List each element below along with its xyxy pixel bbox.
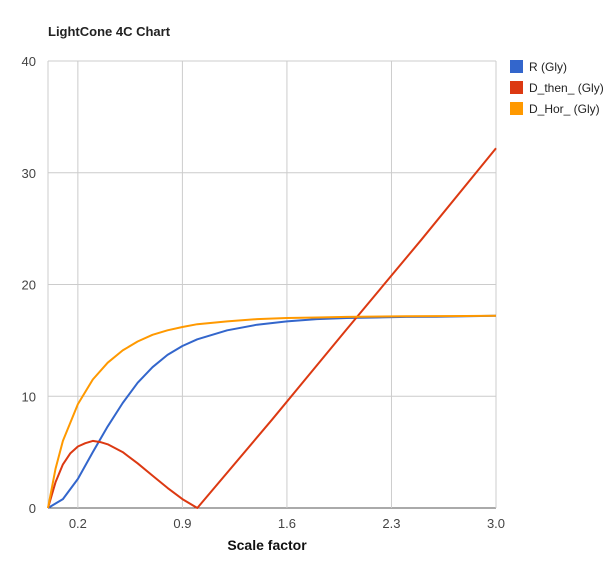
y-tick-label: 40: [22, 54, 36, 69]
y-tick-label: 10: [22, 389, 36, 404]
legend-swatch: [510, 102, 523, 115]
series-line-1: [47, 314, 497, 509]
x-tick-label: 3.0: [487, 516, 505, 531]
legend-label: D_Hor_ (Gly): [529, 102, 600, 116]
series-line-2: [47, 147, 497, 509]
y-tick-label: 20: [22, 278, 36, 293]
x-tick-label: 0.2: [69, 516, 87, 531]
y-tick-label: 30: [22, 166, 36, 181]
legend-label: R (Gly): [529, 60, 567, 74]
series-lines: [47, 147, 497, 509]
legend-label: D_then_ (Gly): [529, 81, 604, 95]
series-line-3: [47, 314, 497, 509]
x-axis-label: Scale factor: [227, 537, 307, 553]
legend: R (Gly) D_then_ (Gly) D_Hor_ (Gly): [510, 60, 604, 116]
y-tick-label: 0: [29, 501, 36, 516]
x-tick-label: 0.9: [173, 516, 191, 531]
legend-swatch: [510, 81, 523, 94]
x-axis-ticks: 0.2 0.9 1.6 2.3 3.0: [69, 516, 505, 531]
grid-lines: [47, 60, 497, 509]
legend-swatch: [510, 60, 523, 73]
x-tick-label: 1.6: [278, 516, 296, 531]
x-tick-label: 2.3: [382, 516, 400, 531]
chart-title: LightCone 4C Chart: [48, 24, 171, 39]
y-axis-ticks: 0 10 20 30 40: [22, 54, 36, 516]
